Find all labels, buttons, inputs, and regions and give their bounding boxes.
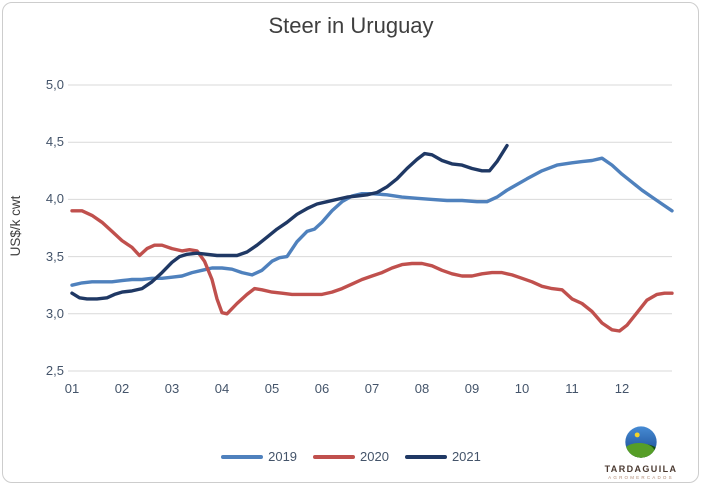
- series-line-2021: [70, 143, 509, 301]
- x-tick-01: 01: [64, 381, 80, 396]
- x-tick-02: 02: [114, 381, 130, 396]
- y-tick-5: 2,5: [45, 363, 64, 378]
- y-axis-title: US$/k cwt: [8, 195, 23, 257]
- legend-label-2020: 2020: [360, 449, 389, 464]
- x-tick-12: 12: [614, 381, 630, 396]
- legend-label-2021: 2021: [451, 449, 481, 464]
- series-line-2020: [70, 209, 674, 333]
- logo-name: TARDAGUILA: [604, 464, 678, 474]
- x-tick-03: 03: [164, 381, 180, 396]
- legend-swatch-2020: [313, 454, 356, 459]
- x-tick-06: 06: [314, 381, 330, 396]
- legend-item-2021: 2021: [404, 449, 481, 464]
- y-tick-1: 4,5: [45, 134, 64, 149]
- legend-item-2020: 2020: [313, 449, 389, 464]
- legend-item-2019: 2019: [221, 449, 297, 464]
- x-tick-11: 11: [565, 381, 579, 396]
- chart-title: Steer in Uruguay: [268, 13, 434, 38]
- y-tick-3: 3,5: [45, 249, 64, 264]
- globe-logo-icon: [625, 426, 657, 458]
- x-tick-04: 04: [214, 381, 230, 396]
- x-tick-07: 07: [364, 381, 380, 396]
- logo-subtext: AGROMERCADOS: [608, 475, 674, 480]
- chart-border: [2, 2, 699, 483]
- tardaguila-logo: TARDAGUILA AGROMERCADOS: [596, 424, 686, 480]
- x-tick-09: 09: [464, 381, 480, 396]
- legend-label-2019: 2019: [268, 449, 298, 464]
- y-tick-0: 5,0: [45, 77, 64, 92]
- legend-swatch-2021: [404, 454, 447, 459]
- series-line-2019: [70, 156, 674, 287]
- x-tick-10: 10: [514, 381, 530, 396]
- x-tick-08: 08: [414, 381, 430, 396]
- x-tick-05: 05: [264, 381, 280, 396]
- legend-swatch-2019: [221, 454, 264, 459]
- chart-legend: 2019 2020 2021: [3, 449, 699, 464]
- y-tick-2: 4,0: [45, 191, 64, 206]
- y-tick-4: 3,0: [45, 306, 64, 321]
